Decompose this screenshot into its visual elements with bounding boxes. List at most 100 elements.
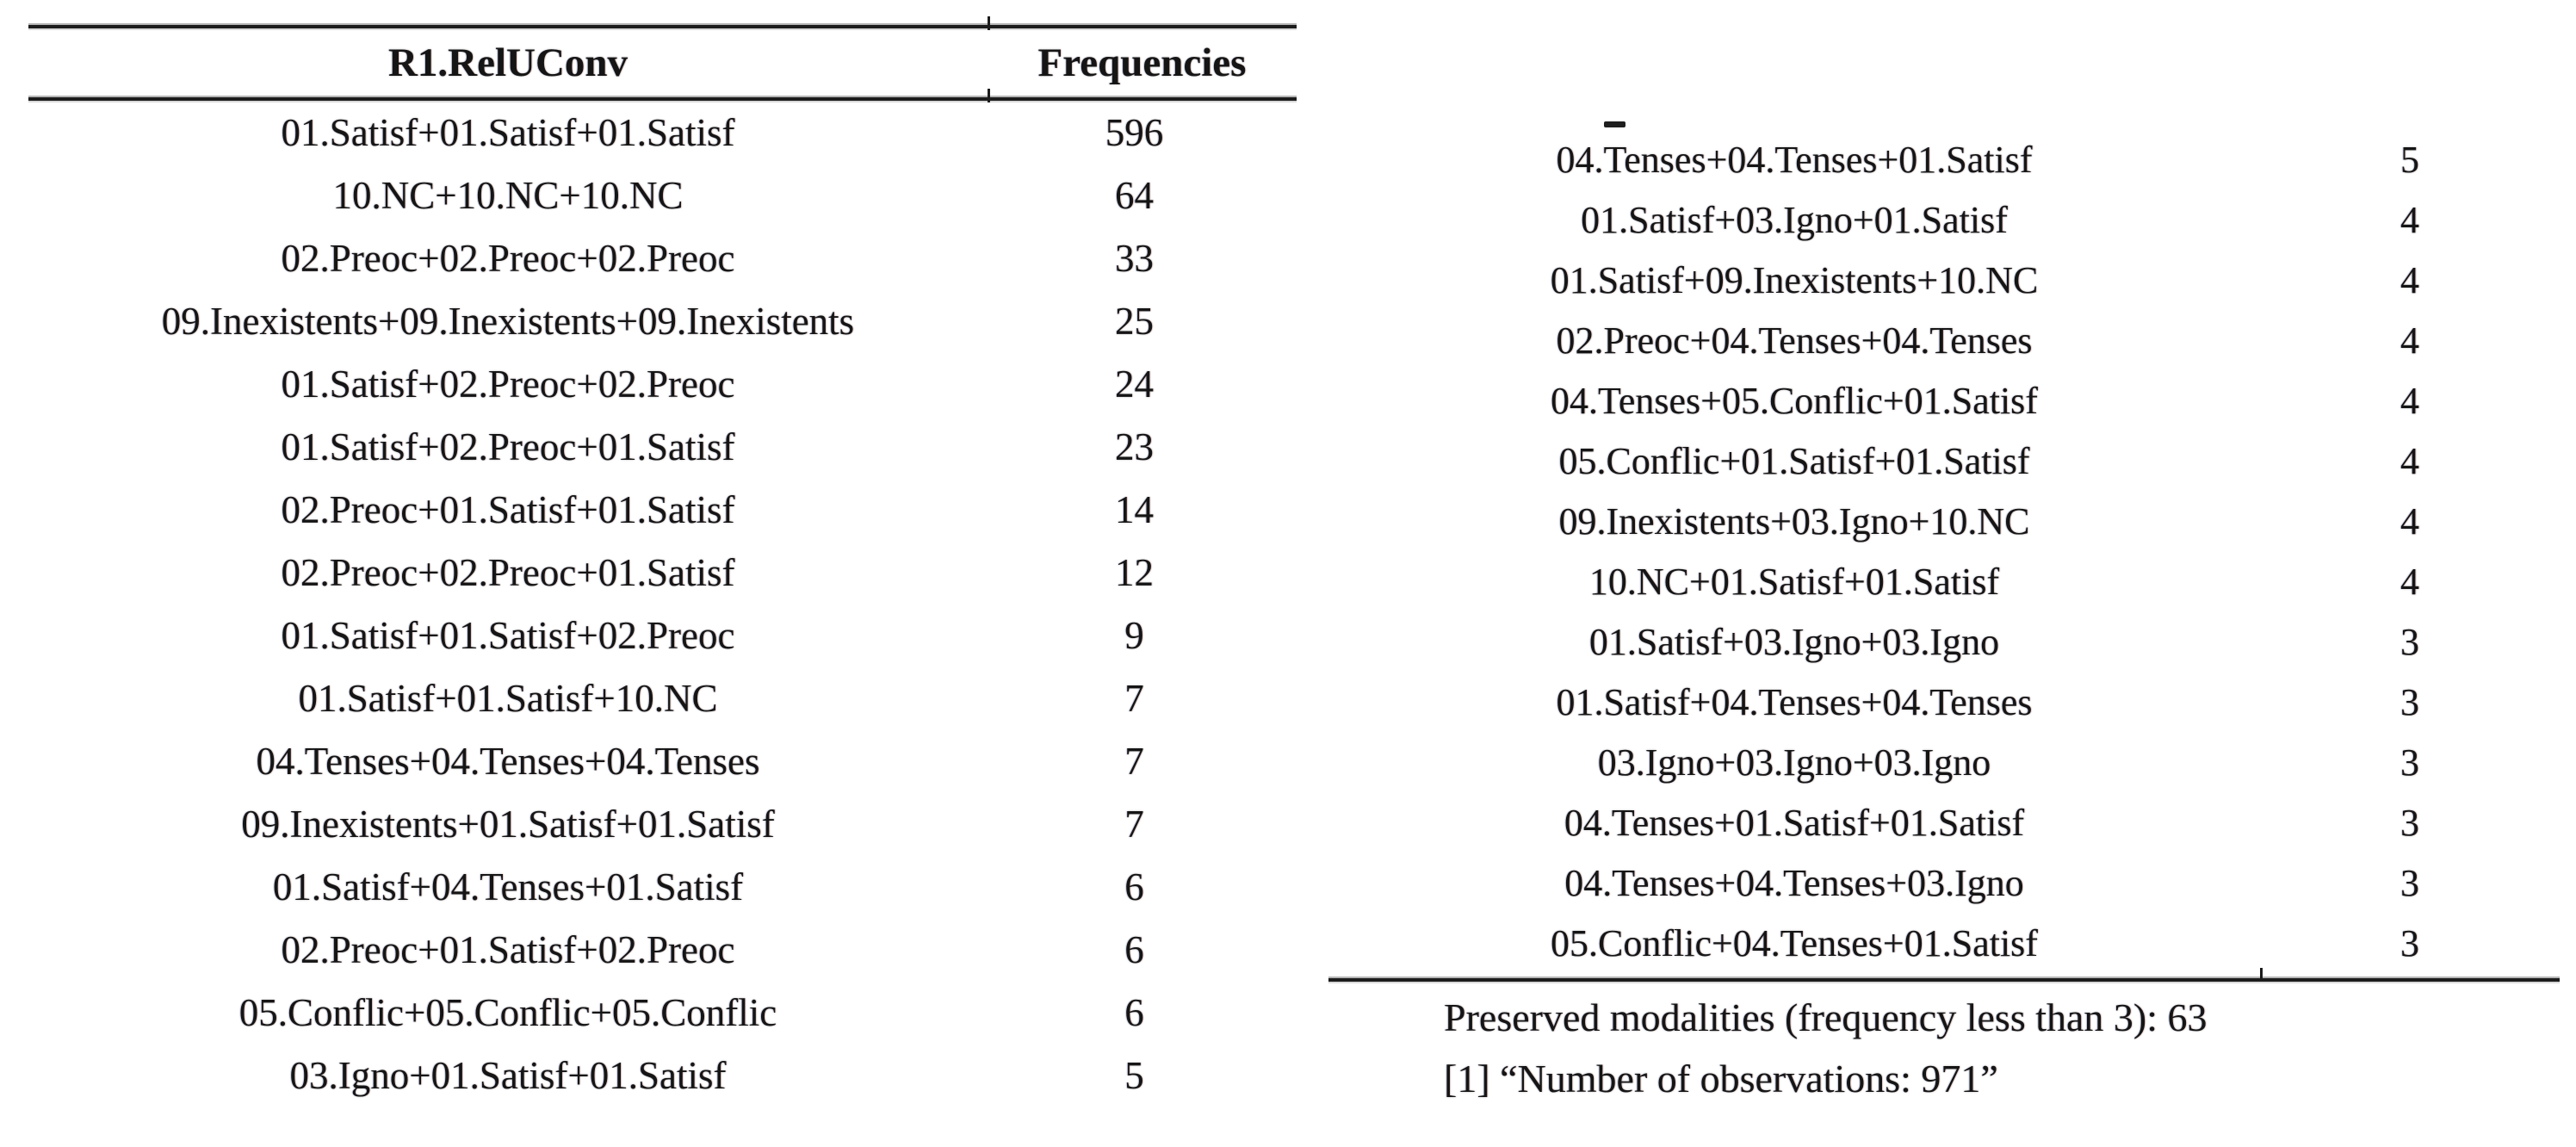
frequency-cell: 3 <box>2400 861 2419 904</box>
table-row: 01.Satisf+03.Igno+01.Satisf 4 <box>1328 189 2560 250</box>
modality-cell: 04.Tenses+04.Tenses+04.Tenses <box>256 739 760 783</box>
table-row: 01.Satisf+02.Preoc+02.Preoc 24 <box>28 352 1297 415</box>
table-row: 01.Satisf+04.Tenses+01.Satisf 6 <box>28 855 1297 918</box>
table-row: 01.Satisf+01.Satisf+01.Satisf 596 <box>28 101 1297 164</box>
frequency-cell: 24 <box>1115 362 1154 406</box>
modality-cell: 01.Satisf+09.Inexistents+10.NC <box>1550 258 2039 301</box>
table-row: 09.Inexistents+01.Satisf+01.Satisf 7 <box>28 792 1297 855</box>
column-header-modality: R1.RelUConv <box>387 40 629 85</box>
modality-cell: 02.Preoc+01.Satisf+02.Preoc <box>281 927 735 971</box>
table-row: 10.NC+10.NC+10.NC 64 <box>28 164 1297 226</box>
modality-cell: 03.Igno+03.Igno+03.Igno <box>1597 741 1991 784</box>
stray-dash <box>1604 121 1625 127</box>
modality-cell: 09.Inexistents+01.Satisf+01.Satisf <box>241 802 775 846</box>
frequency-cell: 3 <box>2400 680 2419 723</box>
column-header-frequencies: Frequencies <box>1037 40 1247 85</box>
table-row: 02.Preoc+04.Tenses+04.Tenses 4 <box>1328 310 2560 370</box>
modality-cell: 01.Satisf+04.Tenses+04.Tenses <box>1556 680 2033 723</box>
column-divider-tick <box>988 89 990 102</box>
modality-cell: 05.Conflic+04.Tenses+01.Satisf <box>1551 921 2038 964</box>
frequency-cell: 7 <box>1124 676 1144 720</box>
modality-cell: 01.Satisf+04.Tenses+01.Satisf <box>272 865 744 908</box>
column-divider-tick <box>988 16 990 30</box>
modality-cell: 05.Conflic+01.Satisf+01.Satisf <box>1558 439 2030 482</box>
modality-cell: 02.Preoc+04.Tenses+04.Tenses <box>1556 319 2033 362</box>
modality-cell: 09.Inexistents+09.Inexistents+09.Inexist… <box>161 299 855 343</box>
frequency-cell: 4 <box>2400 198 2419 241</box>
header-rule <box>28 89 1297 102</box>
frequency-cell: 25 <box>1115 299 1154 343</box>
left-table-rows: 01.Satisf+01.Satisf+01.Satisf 596 10.NC+10… <box>28 101 1297 1107</box>
modality-cell: 01.Satisf+03.Igno+03.Igno <box>1588 620 2000 663</box>
frequency-cell: 5 <box>2400 138 2419 181</box>
bottom-rule <box>1328 968 2560 982</box>
table-row: 01.Satisf+01.Satisf+02.Preoc 9 <box>28 604 1297 666</box>
modality-cell: 02.Preoc+02.Preoc+02.Preoc <box>281 236 735 280</box>
table-row: 01.Satisf+01.Satisf+10.NC 7 <box>28 666 1297 729</box>
table-row: 05.Conflic+04.Tenses+01.Satisf 3 <box>1328 913 2560 973</box>
table-row: 09.Inexistents+09.Inexistents+09.Inexist… <box>28 289 1297 352</box>
modality-cell: 02.Preoc+01.Satisf+01.Satisf <box>281 487 735 531</box>
column-divider-tick <box>2260 968 2263 982</box>
modality-cell: 01.Satisf+01.Satisf+01.Satisf <box>281 110 735 154</box>
modality-cell: 01.Satisf+01.Satisf+10.NC <box>298 676 718 720</box>
modality-cell: 04.Tenses+04.Tenses+01.Satisf <box>1556 138 2033 181</box>
right-table-rows: 04.Tenses+04.Tenses+01.Satisf 5 01.Satisf+… <box>1328 129 2560 973</box>
footnote-observations: [1] “Number of observations: 971” <box>1444 1057 1998 1100</box>
table-row: 01.Satisf+09.Inexistents+10.NC 4 <box>1328 250 2560 310</box>
frequency-cell: 12 <box>1115 550 1154 594</box>
table-row: 02.Preoc+02.Preoc+02.Preoc 33 <box>28 226 1297 289</box>
left-table: R1.RelUConv Frequencies 01.Satisf+01.Sat… <box>28 16 1297 1107</box>
modality-cell: 04.Tenses+04.Tenses+03.Igno <box>1564 861 2024 904</box>
modality-cell: 01.Satisf+01.Satisf+02.Preoc <box>281 613 735 657</box>
table-row: 01.Satisf+04.Tenses+04.Tenses 3 <box>1328 672 2560 732</box>
frequency-cell: 6 <box>1124 865 1144 908</box>
footnotes: Preserved modalities (frequency less tha… <box>1444 987 2208 1109</box>
modality-cell: 10.NC+10.NC+10.NC <box>332 173 684 217</box>
frequency-cell: 7 <box>1124 802 1144 846</box>
modality-cell: 04.Tenses+05.Conflic+01.Satisf <box>1551 379 2038 422</box>
table-row: 03.Igno+03.Igno+03.Igno 3 <box>1328 732 2560 792</box>
frequency-cell: 4 <box>2400 258 2419 301</box>
frequency-cell: 596 <box>1105 110 1164 154</box>
table-row: 04.Tenses+05.Conflic+01.Satisf 4 <box>1328 370 2560 431</box>
table-row: 04.Tenses+04.Tenses+01.Satisf 5 <box>1328 129 2560 189</box>
right-table: 04.Tenses+04.Tenses+01.Satisf 5 01.Satisf+… <box>1328 0 2560 1147</box>
frequency-cell: 64 <box>1115 173 1154 217</box>
table-row: 05.Conflic+01.Satisf+01.Satisf 4 <box>1328 431 2560 491</box>
frequency-cell: 23 <box>1115 425 1154 468</box>
table-row: 02.Preoc+02.Preoc+01.Satisf 12 <box>28 541 1297 604</box>
footnote-preserved-modalities: Preserved modalities (frequency less tha… <box>1444 995 2208 1039</box>
modality-cell: 02.Preoc+02.Preoc+01.Satisf <box>281 550 735 594</box>
frequency-cell: 14 <box>1115 487 1154 531</box>
frequency-cell: 3 <box>2400 921 2419 964</box>
table-row: 02.Preoc+01.Satisf+02.Preoc 6 <box>28 918 1297 981</box>
frequency-cell: 4 <box>2400 319 2419 362</box>
frequency-cell: 3 <box>2400 620 2419 663</box>
frequency-cell: 6 <box>1124 927 1144 971</box>
table-row: 05.Conflic+05.Conflic+05.Conflic 6 <box>28 981 1297 1044</box>
frequency-cell: 3 <box>2400 741 2419 784</box>
frequency-cell: 4 <box>2400 499 2419 542</box>
table-row: 04.Tenses+04.Tenses+03.Igno 3 <box>1328 852 2560 913</box>
frequency-cell: 7 <box>1124 739 1144 783</box>
frequency-cell: 4 <box>2400 379 2419 422</box>
frequency-cell: 4 <box>2400 439 2419 482</box>
table-row: 04.Tenses+04.Tenses+04.Tenses 7 <box>28 729 1297 792</box>
table-row: 10.NC+01.Satisf+01.Satisf 4 <box>1328 551 2560 611</box>
frequency-cell: 6 <box>1124 990 1144 1034</box>
table-row: 01.Satisf+02.Preoc+01.Satisf 23 <box>28 415 1297 478</box>
table-row: 02.Preoc+01.Satisf+01.Satisf 14 <box>28 478 1297 541</box>
table-header-row: R1.RelUConv Frequencies <box>28 28 1297 97</box>
modality-cell: 09.Inexistents+03.Igno+10.NC <box>1558 499 2030 542</box>
modality-cell: 10.NC+01.Satisf+01.Satisf <box>1588 560 2000 603</box>
frequency-cell: 33 <box>1115 236 1154 280</box>
modality-cell: 01.Satisf+02.Preoc+02.Preoc <box>281 362 735 406</box>
modality-cell: 05.Conflic+05.Conflic+05.Conflic <box>238 990 777 1034</box>
modality-cell: 01.Satisf+03.Igno+01.Satisf <box>1581 198 2008 241</box>
table-row: 03.Igno+01.Satisf+01.Satisf 5 <box>28 1044 1297 1107</box>
frequency-cell: 4 <box>2400 560 2419 603</box>
frequency-cell: 5 <box>1124 1053 1144 1097</box>
table-row: 01.Satisf+03.Igno+03.Igno 3 <box>1328 611 2560 672</box>
